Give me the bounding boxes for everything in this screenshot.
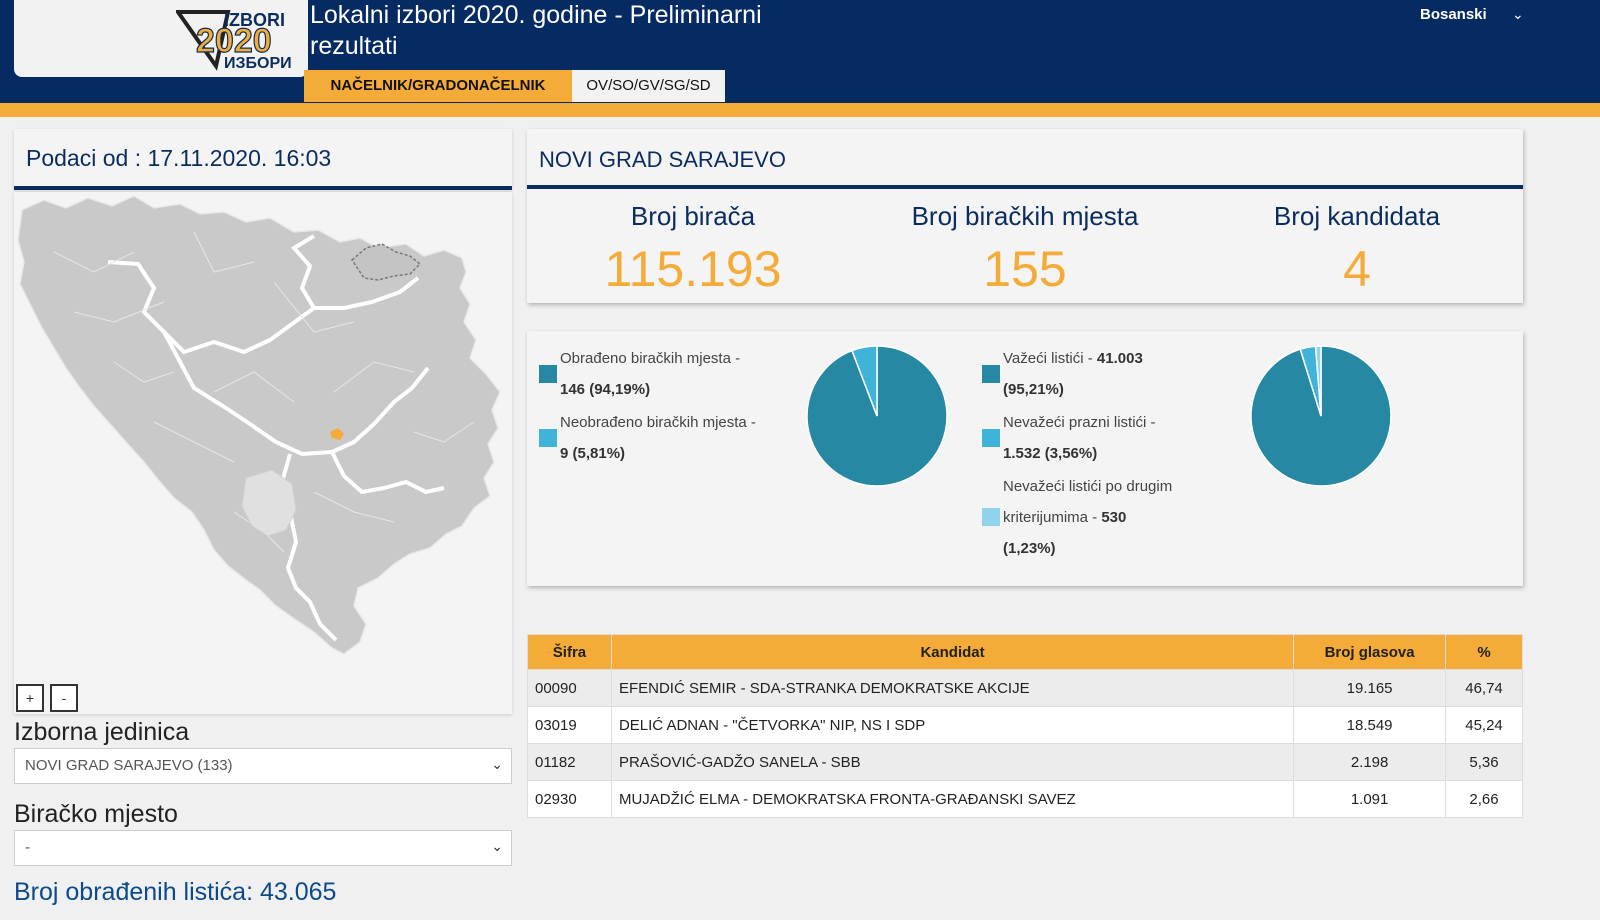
col-header-code[interactable]: Šifra [527, 634, 612, 670]
legend-invalid-other: Nevažeći listići po drugim kriterijumima… [1003, 471, 1243, 564]
stat-label: Broj birača [630, 201, 756, 231]
col-header-percent[interactable]: % [1445, 634, 1523, 670]
processed-ballots: Broj obrađenih listića: 43.065 [14, 878, 337, 906]
legend-text: Obrađeno biračkih mjesta - [560, 350, 741, 367]
legend-value: 41.003 [1096, 350, 1143, 367]
header-accent-bar [0, 103, 1600, 117]
legend-text: Neobrađeno biračkih mjesta - [560, 414, 756, 431]
legend-value: 1.532 (3,56%) [1003, 445, 1098, 462]
page-title: Lokalni izbori 2020. godine - Preliminar… [310, 1, 762, 60]
pie-chart-polling-stations[interactable] [802, 341, 952, 491]
stat-value: 115.193 [604, 241, 782, 297]
cell-votes: 2.198 [1293, 743, 1447, 781]
legend-unprocessed: Neobrađeno biračkih mjesta - 9 (5,81%) [560, 407, 800, 469]
map-panel[interactable] [14, 192, 512, 714]
cell-code: 02930 [527, 780, 612, 818]
logo-text-latin: IZBORI [224, 10, 285, 30]
logo-text-cyrillic: ИЗБОРИ [224, 55, 292, 72]
country-shape[interactable] [17, 195, 501, 655]
elections-logo: IZBORI 2020 ИЗБОРИ [176, 10, 292, 72]
municipality-divider [527, 185, 1523, 189]
station-select[interactable]: - ⌄ [14, 830, 512, 866]
legend-invalid-blank: Nevažeći prazni listići - 1.532 (3,56%) [1003, 407, 1243, 469]
logo-container[interactable]: IZBORI 2020 ИЗБОРИ [14, 0, 308, 77]
table-row[interactable]: 03019 DELIĆ ADNAN - "ČETVORKA" NIP, NS I… [527, 706, 1523, 744]
stat-value: 4 [1343, 241, 1371, 297]
cell-votes: 1.091 [1293, 780, 1447, 818]
stat-value: 155 [983, 241, 1067, 297]
cell-code: 03019 [527, 706, 612, 744]
legend-swatch [982, 429, 1000, 447]
zoom-out-button[interactable]: - [50, 684, 78, 712]
unit-select-value: NOVI GRAD SARAJEVO (133) [25, 757, 233, 774]
pie-chart-ballots[interactable] [1246, 341, 1396, 491]
results-table: Šifra Kandidat Broj glasova % 00090 EFEN… [527, 634, 1523, 818]
entity-boundary [107, 234, 445, 642]
chevron-down-icon: ⌄ [491, 756, 503, 772]
unit-label: Izborna jedinica [14, 718, 190, 746]
legend-value: 530 [1101, 509, 1127, 526]
herzegovina-region[interactable] [241, 469, 297, 537]
cell-candidate: EFENDIĆ SEMIR - SDA-STRANKA DEMOKRATSKE … [610, 669, 1295, 707]
table-row[interactable]: 01182 PRAŠOVIĆ-GADŽO SANELA - SBB 2.198 … [527, 743, 1523, 781]
legend-valid: Važeći listići - 41.003 (95,21%) [1003, 343, 1243, 405]
legend-text: Važeći listići - [1003, 350, 1097, 367]
stat-label: Broj biračkih mjesta [911, 201, 1139, 231]
logo-check-mark [176, 10, 231, 71]
language-selector[interactable]: Bosanski [1420, 6, 1487, 23]
tab-mayor[interactable]: NAČELNIK/GRADONAČELNIK [304, 70, 572, 102]
cell-votes: 18.549 [1293, 706, 1447, 744]
cell-percent: 2,66 [1445, 780, 1523, 818]
station-label: Biračko mjesto [14, 800, 178, 828]
municipality-panel: NOVI GRAD SARAJEVO Broj birača 115.193 B… [527, 129, 1523, 303]
cell-percent: 45,24 [1445, 706, 1523, 744]
chevron-down-icon[interactable]: ⌄ [1512, 6, 1524, 22]
col-header-candidate[interactable]: Kandidat [610, 634, 1295, 670]
cell-percent: 46,74 [1445, 669, 1523, 707]
brcko-district[interactable] [351, 243, 422, 281]
cell-percent: 5,36 [1445, 743, 1523, 781]
bih-map[interactable] [14, 192, 512, 714]
legend-text: Nevažeći prazni listići - [1003, 414, 1156, 431]
logo-year: 2020 [196, 22, 272, 60]
col-header-votes[interactable]: Broj glasova [1293, 634, 1447, 670]
table-header-row: Šifra Kandidat Broj glasova % [527, 634, 1523, 670]
legend-text: kriterijumima - [1003, 509, 1102, 526]
table-row[interactable]: 02930 MUJADŽIĆ ELMA - DEMOKRATSKA FRONTA… [527, 780, 1523, 818]
legend-processed: Obrađeno biračkih mjesta - 146 (94,19%) [560, 343, 800, 405]
cell-votes: 19.165 [1293, 669, 1447, 707]
zoom-in-button[interactable]: + [16, 684, 44, 712]
stat-voters: Broj birača 115.193 [527, 201, 859, 298]
cell-candidate: MUJADŽIĆ ELMA - DEMOKRATSKA FRONTA-GRAĐA… [610, 780, 1295, 818]
pie-slice[interactable] [1314, 345, 1322, 417]
table-row[interactable]: 00090 EFENDIĆ SEMIR - SDA-STRANKA DEMOKR… [527, 669, 1523, 707]
legend-value-pct: (1,23%) [1003, 540, 1056, 557]
legend-swatch [982, 508, 1000, 526]
unit-select[interactable]: NOVI GRAD SARAJEVO (133) ⌄ [14, 748, 512, 784]
data-timestamp-panel: Podaci od : 17.11.2020. 16:03 [14, 129, 512, 190]
cell-candidate: PRAŠOVIĆ-GADŽO SANELA - SBB [610, 743, 1295, 781]
tab-councils[interactable]: OV/SO/GV/SG/SD [572, 70, 725, 102]
stat-candidates: Broj kandidata 4 [1191, 201, 1523, 298]
stat-label: Broj kandidata [1273, 201, 1441, 231]
legend-swatch [539, 429, 557, 447]
municipality-name: NOVI GRAD SARAJEVO [539, 147, 786, 172]
cell-code: 00090 [527, 669, 612, 707]
chevron-down-icon: ⌄ [491, 838, 503, 854]
selected-municipality[interactable] [330, 428, 344, 440]
station-select-value: - [25, 839, 30, 856]
pie-slice[interactable] [851, 345, 878, 417]
legend-value-pct: (95,21%) [1003, 381, 1064, 398]
stat-polling-stations: Broj biračkih mjesta 155 [859, 201, 1191, 298]
legend-value: 9 (5,81%) [560, 445, 626, 462]
cell-code: 01182 [527, 743, 612, 781]
cell-candidate: DELIĆ ADNAN - "ČETVORKA" NIP, NS I SDP [610, 706, 1295, 744]
legend-swatch [982, 365, 1000, 383]
legend-text: Nevažeći listići po drugim [1003, 478, 1173, 495]
charts-panel: Obrađeno biračkih mjesta - 146 (94,19%) … [527, 331, 1523, 586]
legend-value: 146 (94,19%) [560, 381, 651, 398]
data-timestamp: Podaci od : 17.11.2020. 16:03 [26, 145, 332, 171]
legend-swatch [539, 365, 557, 383]
